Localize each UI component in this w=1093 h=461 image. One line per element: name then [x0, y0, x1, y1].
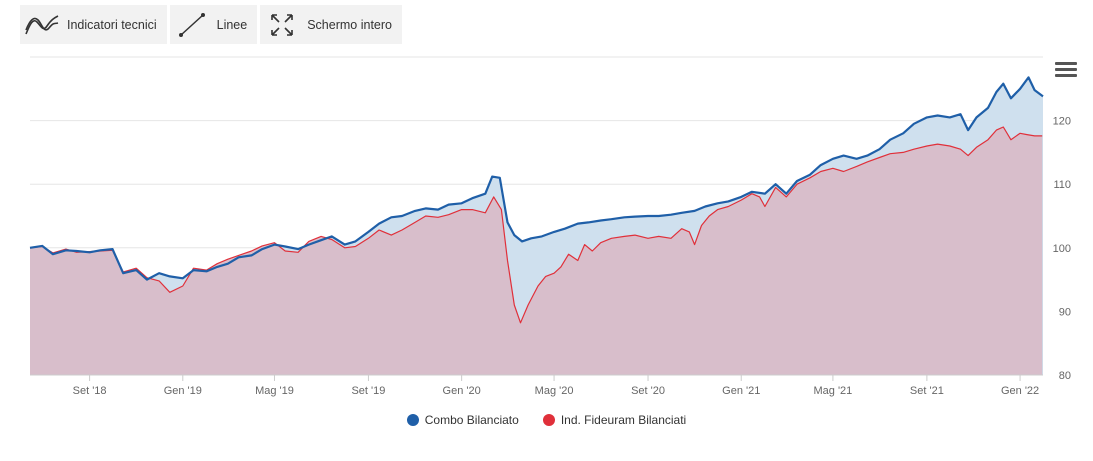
legend-marker-fideuram	[542, 414, 555, 426]
y-axis: 80 90 100 110 120	[1053, 116, 1071, 382]
chart-legend: Combo Bilanciato Ind. Fideuram Bilanciat…	[0, 413, 1093, 427]
x-tick-label: Mag '20	[535, 385, 574, 397]
y-tick-label: 120	[1053, 116, 1071, 128]
y-tick-label: 90	[1059, 306, 1071, 318]
x-tick-label: Mag '19	[255, 385, 294, 397]
x-tick-label: Set '21	[910, 385, 944, 397]
x-axis: Set '18 Gen '19 Mag '19 Set '19 Gen '20 Mag '…	[30, 374, 1043, 397]
legend-item-fideuram[interactable]: Ind. Fideuram Bilanciati	[542, 413, 687, 427]
fullscreen-button[interactable]: Schermo intero	[260, 5, 402, 44]
series-line-combo	[29, 76, 1044, 281]
x-tick-label: Gen '21	[722, 385, 760, 397]
x-tick-label: Gen '22	[1001, 385, 1039, 397]
x-tick-label: Set '20	[631, 385, 665, 397]
x-tick-label: Gen '19	[164, 385, 202, 397]
lines-button[interactable]: Linee	[169, 5, 258, 44]
area-fideuram	[30, 127, 1043, 375]
legend-label-combo: Combo Bilanciato	[424, 413, 519, 427]
chart-toolbar: Indicatori tecnici Linee Schermo intero	[20, 5, 402, 44]
technical-indicators-label: Indicatori tecnici	[67, 17, 157, 32]
legend-marker-combo	[406, 414, 419, 426]
line-icon	[173, 10, 211, 40]
fullscreen-icon	[263, 10, 301, 40]
chart-menu-button[interactable]	[1055, 62, 1077, 80]
x-tick-label: Set '19	[351, 385, 385, 397]
series-areas	[30, 77, 1043, 376]
hamburger-menu-icon	[1055, 62, 1077, 65]
legend-item-combo[interactable]: Combo Bilanciato	[406, 413, 519, 427]
lines-label: Linee	[216, 17, 248, 32]
technical-indicators-button[interactable]: Indicatori tecnici	[20, 5, 167, 44]
x-tick-label: Set '18	[73, 385, 107, 397]
fullscreen-label: Schermo intero	[307, 17, 392, 32]
x-tick-label: Mag '21	[814, 385, 853, 397]
series-line-fideuram	[29, 126, 1043, 324]
y-tick-label: 80	[1059, 370, 1071, 382]
series-lines	[29, 76, 1044, 324]
indicators-icon	[23, 10, 61, 40]
y-tick-label: 100	[1053, 243, 1071, 255]
legend-label-fideuram: Ind. Fideuram Bilanciati	[560, 413, 687, 427]
x-tick-label: Gen '20	[443, 385, 481, 397]
y-tick-label: 110	[1053, 179, 1071, 191]
